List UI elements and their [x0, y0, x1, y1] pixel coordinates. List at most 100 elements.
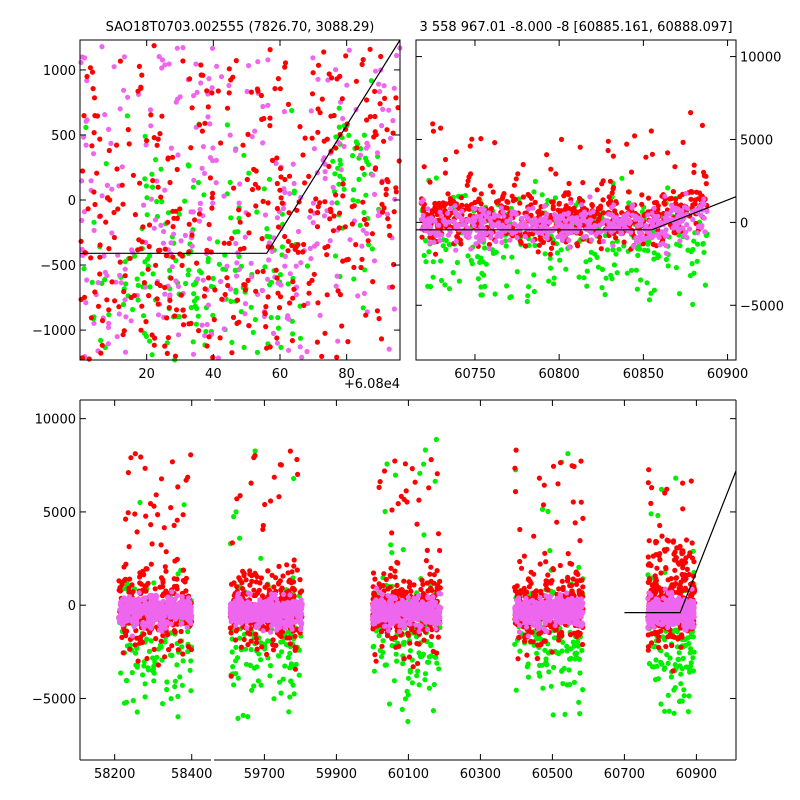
data-point-violet	[621, 221, 628, 227]
data-point-violet	[496, 224, 502, 230]
data-point-red	[367, 46, 373, 52]
data-point-red	[230, 314, 237, 320]
data-point-red	[92, 201, 98, 208]
data-point-red	[127, 576, 133, 582]
data-point-green	[251, 683, 257, 689]
x-tick-label: 80	[338, 367, 355, 382]
data-point-green	[532, 178, 539, 184]
data-point-red	[241, 282, 247, 288]
data-point-violet	[287, 592, 293, 598]
data-point-violet	[253, 624, 259, 631]
data-point-red	[315, 129, 321, 135]
data-point-red	[287, 635, 293, 641]
data-point-violet	[495, 213, 502, 219]
data-point-red	[155, 511, 161, 518]
data-point-red	[127, 255, 133, 261]
data-point-red	[471, 187, 477, 193]
data-point-red	[599, 181, 605, 187]
data-point-green	[446, 242, 452, 248]
data-point-red	[487, 183, 493, 189]
data-point-violet	[99, 44, 105, 50]
data-point-red	[180, 58, 186, 64]
data-point-violet	[487, 216, 493, 222]
data-point-red	[282, 64, 288, 70]
data-point-red	[391, 209, 397, 215]
data-point-violet	[405, 594, 411, 600]
data-point-red	[340, 181, 346, 187]
data-point-red	[403, 488, 409, 494]
data-point-green	[144, 195, 150, 201]
data-point-red	[132, 451, 138, 457]
data-point-violet	[532, 221, 538, 227]
data-point-red	[367, 114, 373, 120]
data-point-green	[188, 305, 194, 311]
data-point-violet	[209, 45, 216, 51]
data-point-red	[106, 147, 112, 154]
data-point-violet	[477, 232, 483, 238]
data-point-violet	[427, 240, 433, 246]
data-point-red	[364, 117, 370, 123]
data-point-violet	[245, 599, 251, 605]
data-point-red	[391, 261, 397, 268]
panel-bottom-points	[116, 436, 698, 725]
data-point-red	[183, 588, 189, 594]
data-point-green	[142, 133, 148, 139]
data-point-violet	[587, 194, 593, 200]
data-point-red	[453, 149, 459, 155]
data-point-red	[234, 496, 240, 502]
data-point-red	[363, 312, 369, 318]
x-tick-label: 60750	[454, 367, 495, 382]
data-point-violet	[251, 615, 257, 621]
data-point-violet	[221, 326, 227, 332]
data-point-red	[351, 264, 357, 270]
data-point-violet	[160, 240, 166, 246]
data-point-red	[158, 638, 164, 644]
data-point-red	[548, 166, 554, 172]
panel-top-right: 3 558 967.01 -8.000 -8 [60885.161, 60888…	[415, 20, 784, 382]
data-point-red	[239, 586, 246, 592]
data-point-green	[91, 219, 97, 225]
data-point-red	[210, 354, 216, 360]
data-point-red	[466, 174, 472, 180]
data-point-green	[428, 653, 434, 659]
data-point-violet	[600, 238, 607, 244]
data-point-green	[433, 175, 439, 181]
data-point-green	[503, 243, 509, 249]
data-point-violet	[161, 228, 167, 235]
data-point-red	[680, 139, 686, 145]
data-point-red	[605, 147, 611, 154]
data-point-green	[469, 261, 475, 267]
data-point-red	[486, 241, 492, 248]
data-point-green	[174, 662, 180, 668]
data-point-red	[226, 90, 232, 96]
data-point-green	[228, 298, 234, 304]
data-point-red	[665, 150, 671, 156]
data-point-violet	[530, 238, 536, 244]
data-point-green	[554, 250, 561, 256]
data-point-red	[120, 201, 126, 207]
data-point-red	[408, 588, 414, 594]
data-point-red	[120, 650, 126, 656]
data-point-violet	[232, 614, 238, 620]
data-point-violet	[205, 302, 211, 308]
data-point-green	[142, 681, 148, 687]
data-point-red	[345, 256, 351, 262]
data-point-green	[483, 261, 489, 267]
data-point-red	[282, 233, 288, 240]
data-point-red	[282, 176, 288, 183]
data-point-red	[135, 247, 141, 253]
data-point-red	[535, 209, 541, 215]
data-point-violet	[464, 217, 470, 223]
data-point-red	[274, 335, 280, 341]
data-point-green	[548, 265, 554, 271]
data-point-green	[621, 243, 627, 249]
data-point-red	[168, 505, 174, 511]
data-point-red	[97, 271, 103, 277]
data-point-green	[124, 113, 130, 119]
data-point-red	[174, 166, 180, 173]
data-point-green	[220, 266, 226, 272]
data-point-red	[490, 189, 496, 195]
data-point-green	[432, 478, 438, 484]
data-point-red	[242, 287, 248, 293]
data-point-red	[194, 260, 200, 266]
